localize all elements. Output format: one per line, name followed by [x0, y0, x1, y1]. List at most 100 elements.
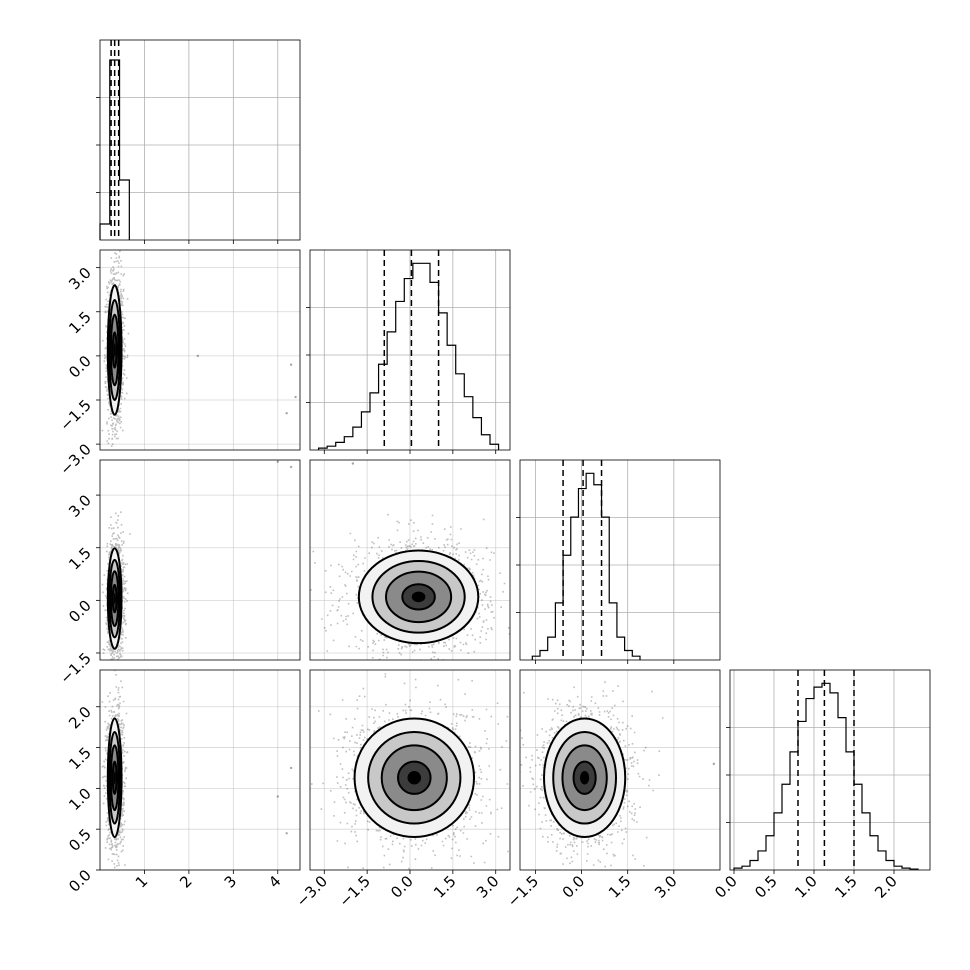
y-tick-label: 3.0 [65, 491, 95, 521]
contour-3 [397, 760, 432, 795]
histogram-steps [531, 472, 641, 660]
panel-frame [99, 39, 301, 241]
pair-panel-2-0 [99, 459, 301, 661]
y-tick-label: 0.0 [65, 866, 95, 896]
y-tick-label: 2.0 [65, 703, 95, 733]
contour-3 [572, 760, 597, 795]
panel-frame [519, 669, 721, 871]
contour-1 [367, 730, 462, 825]
x-tick-label: −3.0 [293, 872, 331, 910]
histogram-steps [733, 682, 919, 870]
x-tick-label: 4 [265, 872, 284, 891]
pair-panel-3-1 [309, 669, 511, 871]
density-level-4 [407, 771, 422, 785]
pair-content [100, 670, 300, 870]
outlier-point [285, 832, 288, 835]
pair-content [100, 460, 300, 660]
y-tick-label: 0.0 [65, 596, 95, 626]
contour-3 [111, 760, 118, 795]
contour-2 [109, 313, 120, 387]
density-level-4 [411, 591, 426, 603]
contour-2 [385, 570, 453, 624]
outlier-point [276, 795, 279, 798]
outlier-point [289, 465, 293, 469]
contour-0 [106, 284, 123, 416]
contour-1 [552, 730, 617, 825]
contour-2 [380, 744, 448, 812]
x-tick-label: 0.0 [711, 872, 741, 902]
x-tick-label: 2 [176, 872, 195, 891]
x-tick-label: −1.5 [335, 872, 373, 910]
x-tick-label: 0.5 [751, 872, 781, 902]
contour-3 [401, 583, 436, 611]
y-tick-label: 0.5 [65, 825, 95, 855]
contour-3 [111, 331, 118, 369]
panel-frame [99, 459, 301, 661]
contour-1 [108, 558, 121, 639]
contour-1 [108, 299, 121, 401]
outlier-point [285, 412, 288, 415]
contour-2 [109, 744, 120, 812]
density-level-4 [113, 592, 116, 605]
panel-frame [99, 249, 301, 451]
x-tick-label: 1 [132, 872, 151, 891]
x-tick-label: −1.5 [504, 872, 542, 910]
outlier-point [289, 766, 293, 770]
contour-0 [543, 717, 627, 839]
panel-frame [519, 459, 721, 661]
x-tick-label: 1.5 [605, 872, 635, 902]
outlier-point [294, 395, 297, 399]
panel-frame [309, 459, 511, 661]
x-tick-label: 1.5 [430, 872, 460, 902]
y-tick-label: 0.0 [65, 352, 95, 382]
hist-panel-3 [726, 669, 931, 871]
y-tick-label: 1.5 [65, 308, 95, 338]
histogram-steps [317, 262, 500, 450]
x-tick-label: 3.0 [651, 872, 681, 902]
outlier-point [351, 462, 355, 465]
y-tick-label: −1.5 [56, 396, 94, 434]
contour-3 [111, 583, 118, 614]
pair-panel-3-2 [519, 669, 721, 871]
pair-content [310, 670, 510, 870]
hist-panel-1 [306, 249, 511, 451]
outlier-point [196, 354, 199, 358]
outlier-point [276, 460, 279, 463]
x-tick-label: 3 [221, 872, 240, 891]
x-tick-label: 0.0 [387, 872, 417, 902]
pair-panel-2-1 [309, 459, 511, 661]
x-tick-label: 2.0 [871, 872, 901, 902]
contour-0 [106, 547, 123, 650]
panel-frame [729, 669, 931, 871]
x-tick-label: 1.5 [831, 872, 861, 902]
x-tick-label: 1.0 [791, 872, 821, 902]
pair-content [520, 670, 720, 870]
outlier-point [712, 762, 716, 766]
density-level-4 [113, 771, 116, 785]
pair-panel-1-0 [99, 249, 301, 451]
y-tick-label: 1.5 [65, 744, 95, 774]
y-tick-label: −3.0 [56, 440, 94, 478]
contour-2 [561, 744, 608, 812]
contour-0 [353, 717, 475, 839]
pair-panel-3-0 [99, 669, 301, 871]
panel-frame [99, 669, 301, 871]
pair-content [310, 460, 510, 660]
y-tick-label: 3.0 [65, 264, 95, 294]
y-tick-label: 1.5 [65, 544, 95, 574]
contour-0 [106, 717, 123, 839]
density-level-4 [113, 342, 116, 358]
outlier-point [289, 363, 293, 366]
contour-1 [108, 730, 121, 825]
hist-panel-0 [96, 39, 301, 241]
y-tick-label: −1.5 [56, 649, 94, 687]
hist-panel-2 [516, 459, 721, 661]
y-tick-label: 1.0 [65, 784, 95, 814]
pair-content [100, 250, 300, 450]
contour-2 [109, 570, 120, 627]
contour-1 [371, 560, 466, 634]
density-level-4 [580, 771, 590, 785]
x-tick-label: 0.0 [559, 872, 589, 902]
contour-0 [357, 549, 480, 645]
